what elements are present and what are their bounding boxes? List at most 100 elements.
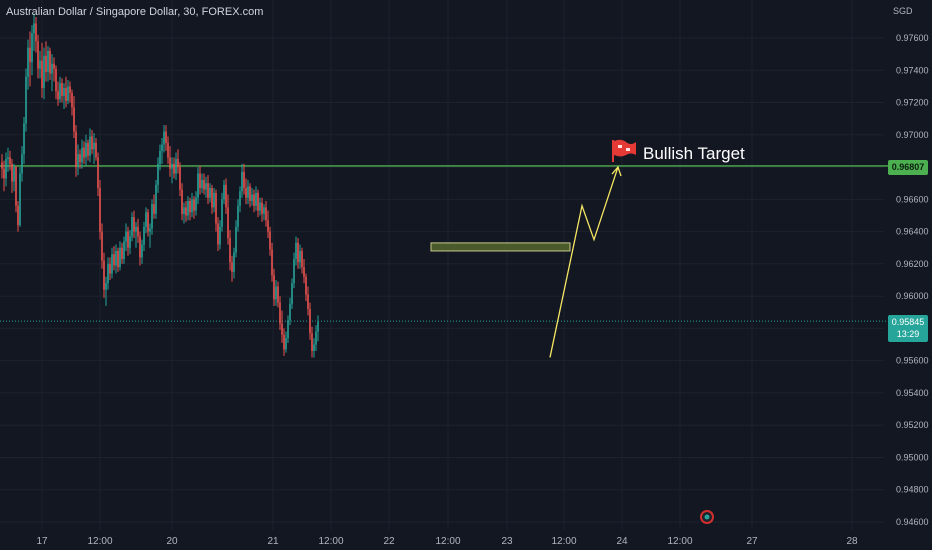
candle-body	[137, 226, 139, 237]
time-tick-label: 21	[267, 536, 279, 547]
candle-body	[225, 184, 227, 208]
candle-body	[259, 202, 261, 211]
price-axis[interactable]: 0.97600 0.97400 0.97200 0.97000 0.96600 0.964…	[896, 33, 929, 527]
candle-body	[67, 86, 69, 101]
candle-body	[39, 60, 41, 69]
candle-body	[53, 63, 55, 69]
candle-body	[99, 188, 101, 232]
candle-body	[145, 212, 147, 227]
candle-body	[151, 204, 153, 229]
event-marker-icon[interactable]	[700, 510, 714, 524]
time-tick-label: 20	[166, 536, 178, 547]
candle-body	[31, 33, 33, 63]
candle-body	[85, 142, 87, 158]
price-tick-label: 0.97200	[896, 98, 929, 108]
candle-body	[183, 207, 185, 214]
candle-body	[179, 167, 181, 190]
candle-body	[247, 186, 249, 198]
candle-body	[215, 192, 217, 224]
candle-body	[139, 236, 141, 258]
candle-body	[177, 158, 179, 168]
candle-body	[43, 55, 45, 89]
candle-body	[131, 217, 133, 237]
candle-body	[19, 173, 21, 226]
price-tick-label: 0.96400	[896, 227, 929, 237]
candle-body	[93, 142, 95, 150]
candle-body	[83, 147, 85, 158]
candle-body	[251, 194, 253, 201]
candle-body	[299, 250, 301, 263]
candle-body	[181, 189, 183, 214]
price-tick-label: 0.97400	[896, 65, 929, 75]
time-tick-label: 23	[501, 536, 513, 547]
candle-body	[163, 131, 165, 145]
candle-body	[57, 91, 59, 100]
price-tick-label: 0.97000	[896, 130, 929, 140]
candle-body	[87, 142, 89, 156]
candle-body	[261, 202, 263, 214]
candle-body	[221, 199, 223, 227]
candle-body	[89, 136, 91, 156]
candle-body	[303, 267, 305, 277]
bullish-target-label: Bullish Target	[643, 144, 745, 163]
candle-body	[273, 275, 275, 300]
candle-body	[61, 83, 63, 97]
candle-body	[203, 179, 205, 190]
candle-body	[121, 247, 123, 260]
candle-body	[21, 154, 23, 174]
candle-body	[293, 259, 295, 284]
candle-body	[267, 220, 269, 232]
candle-body	[129, 236, 131, 248]
chart-title: Australian Dollar / Singapore Dollar, 30…	[6, 6, 264, 18]
candle-body	[193, 199, 195, 211]
candle-body	[135, 226, 137, 232]
candle-body	[123, 241, 125, 260]
time-tick-label: 24	[616, 536, 628, 547]
candle-body	[149, 228, 151, 232]
price-tick-label: 0.95400	[896, 388, 929, 398]
time-axis[interactable]: 17 12:00 20 21 12:00 22 12:00 23 12:00 24 12:00 27 2…	[36, 536, 858, 547]
candle-body	[147, 212, 149, 232]
candle-body	[315, 331, 317, 345]
candle-body	[17, 205, 19, 226]
candle-body	[171, 163, 173, 169]
candle-body	[281, 323, 283, 335]
candle-body	[207, 183, 209, 198]
candle-body	[95, 142, 97, 158]
horizontal-levels	[0, 165, 888, 322]
time-tick-label: 12:00	[551, 536, 576, 547]
grid-lines	[0, 0, 884, 530]
candle-body	[141, 244, 143, 258]
time-tick-label: 12:00	[318, 536, 343, 547]
candle-body	[233, 252, 235, 272]
candle-body	[255, 192, 257, 206]
candle-body	[213, 192, 215, 208]
time-tick-label: 17	[36, 536, 48, 547]
candle-body	[47, 50, 49, 72]
candle-body	[243, 171, 245, 189]
candle-body	[295, 242, 297, 260]
candle-body	[73, 107, 75, 132]
candle-body	[63, 88, 65, 97]
candle-body	[199, 173, 201, 189]
price-tick-label: 0.96000	[896, 291, 929, 301]
candle-body	[103, 260, 105, 290]
candle-body	[117, 250, 119, 268]
candle-body	[81, 147, 83, 163]
candle-body	[155, 184, 157, 214]
candle-body	[71, 92, 73, 108]
price-tick-label: 0.95600	[896, 356, 929, 366]
price-tick-label: 0.97600	[896, 33, 929, 43]
candle-body	[269, 231, 271, 250]
time-tick-label: 12:00	[87, 536, 112, 547]
candle-body	[105, 283, 107, 290]
candle-body	[127, 231, 129, 248]
candle-body	[249, 186, 251, 201]
candle-body	[169, 157, 171, 169]
candle-body	[239, 191, 241, 206]
candle-body	[173, 163, 175, 174]
time-tick-label: 27	[746, 536, 758, 547]
candle-body	[237, 205, 239, 227]
